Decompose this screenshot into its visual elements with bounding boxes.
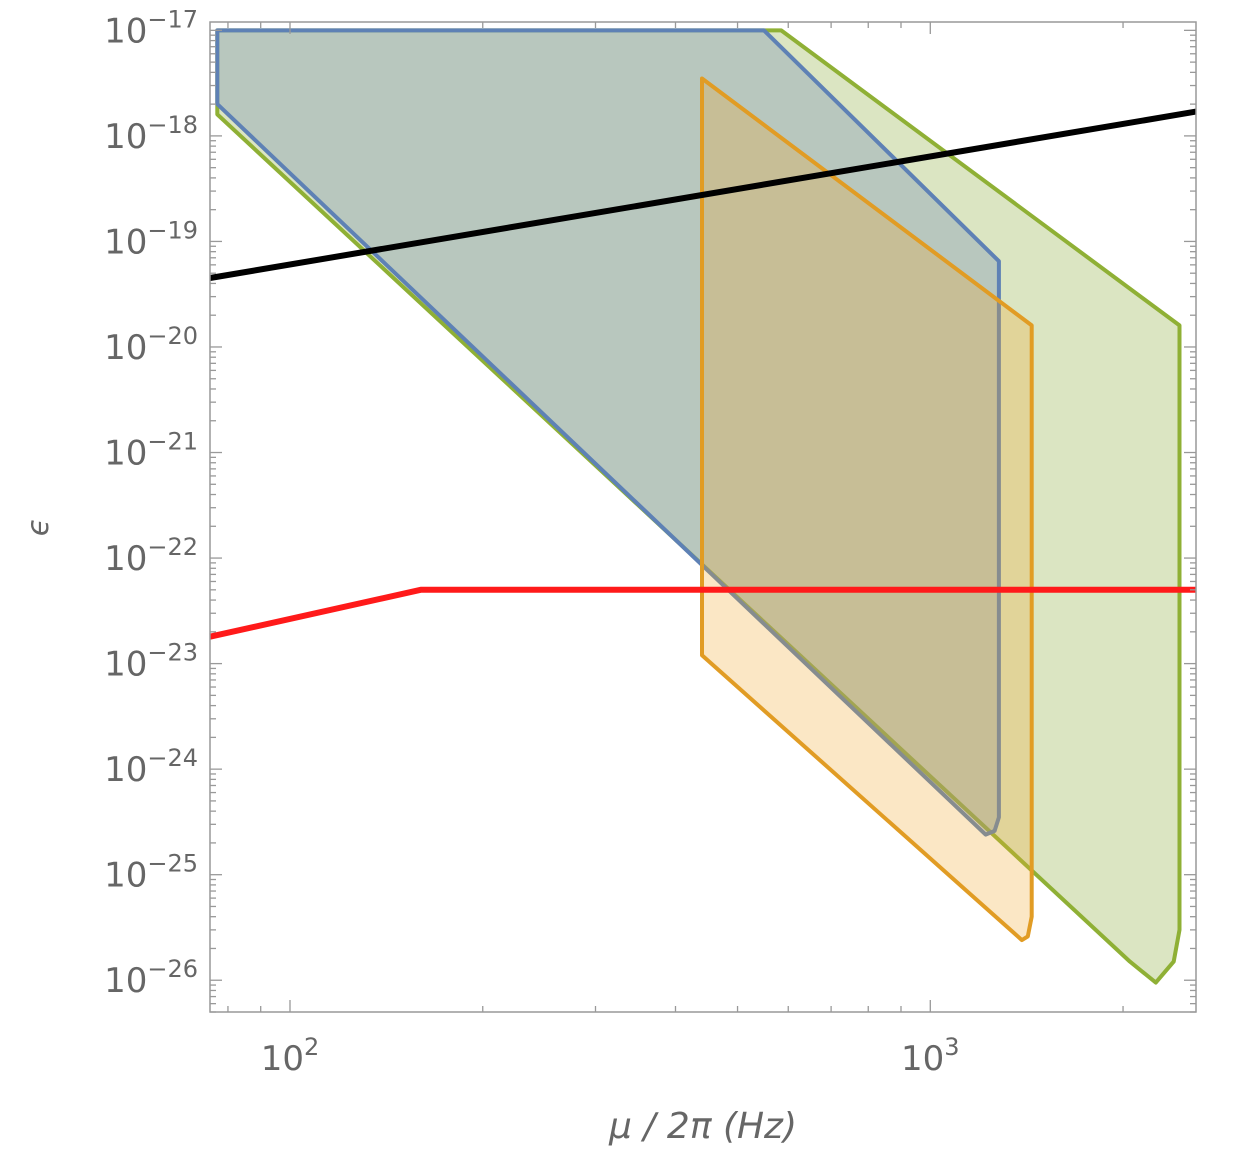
y-tick-label-base: 10 [104, 117, 147, 157]
region-1 [215, 28, 1182, 985]
y-tick-label-exponent: −22 [147, 533, 198, 561]
region-3 [700, 76, 1034, 943]
filled-regions [215, 28, 1182, 985]
x-tick-label-exponent: 2 [304, 1033, 319, 1061]
y-tick-label-base: 10 [104, 434, 147, 474]
y-tick-label-base: 10 [104, 539, 147, 579]
y-tick-label: 10−26 [104, 955, 198, 1001]
y-tick-label-exponent: −23 [147, 639, 198, 667]
plot-frame [209, 21, 1197, 1013]
y-axis-label: ϵ [21, 518, 56, 536]
y-tick-label: 10−24 [104, 744, 198, 790]
y-tick-label-exponent: −25 [147, 850, 198, 878]
y-tick-label: 10−19 [104, 216, 198, 262]
curve-1 [209, 108, 1197, 281]
region-2 [215, 28, 1001, 837]
y-tick-label: 10−23 [104, 639, 198, 685]
y-tick-label: 10−17 [104, 5, 198, 51]
x-tick-label-base: 10 [901, 1039, 944, 1079]
y-tick-label-exponent: −21 [147, 428, 198, 456]
curve-2 [209, 586, 1196, 640]
x-tick-label: 102 [261, 1033, 320, 1079]
y-tick-label-base: 10 [104, 645, 147, 685]
y-tick-label: 10−20 [104, 322, 198, 368]
y-tick-label-exponent: −26 [147, 955, 198, 983]
y-tick-label-base: 10 [104, 750, 147, 790]
y-tick-label-base: 10 [104, 856, 147, 896]
ticks [210, 22, 1196, 1013]
x-tick-label-exponent: 3 [944, 1033, 959, 1061]
y-tick-label-base: 10 [104, 328, 147, 368]
tick-labels: 10−1710−1810−1910−2010−2110−2210−2310−24… [104, 5, 959, 1079]
y-tick-label-exponent: −18 [147, 111, 198, 139]
y-tick-label-exponent: −24 [147, 744, 198, 772]
y-tick-label-base: 10 [104, 11, 147, 51]
y-tick-label-exponent: −17 [147, 5, 198, 33]
x-tick-label: 103 [901, 1033, 960, 1079]
y-tick-label-exponent: −19 [147, 216, 198, 244]
x-tick-label-base: 10 [261, 1039, 304, 1079]
y-tick-label: 10−25 [104, 850, 198, 896]
curves [209, 108, 1197, 640]
y-tick-label-base: 10 [104, 222, 147, 262]
x-axis-label: μ / 2π (Hz) [608, 1106, 797, 1147]
y-tick-label-exponent: −20 [147, 322, 198, 350]
y-tick-label: 10−22 [104, 533, 198, 579]
y-tick-label: 10−18 [104, 111, 198, 157]
y-tick-label: 10−21 [104, 428, 198, 474]
y-tick-label-base: 10 [104, 961, 147, 1001]
